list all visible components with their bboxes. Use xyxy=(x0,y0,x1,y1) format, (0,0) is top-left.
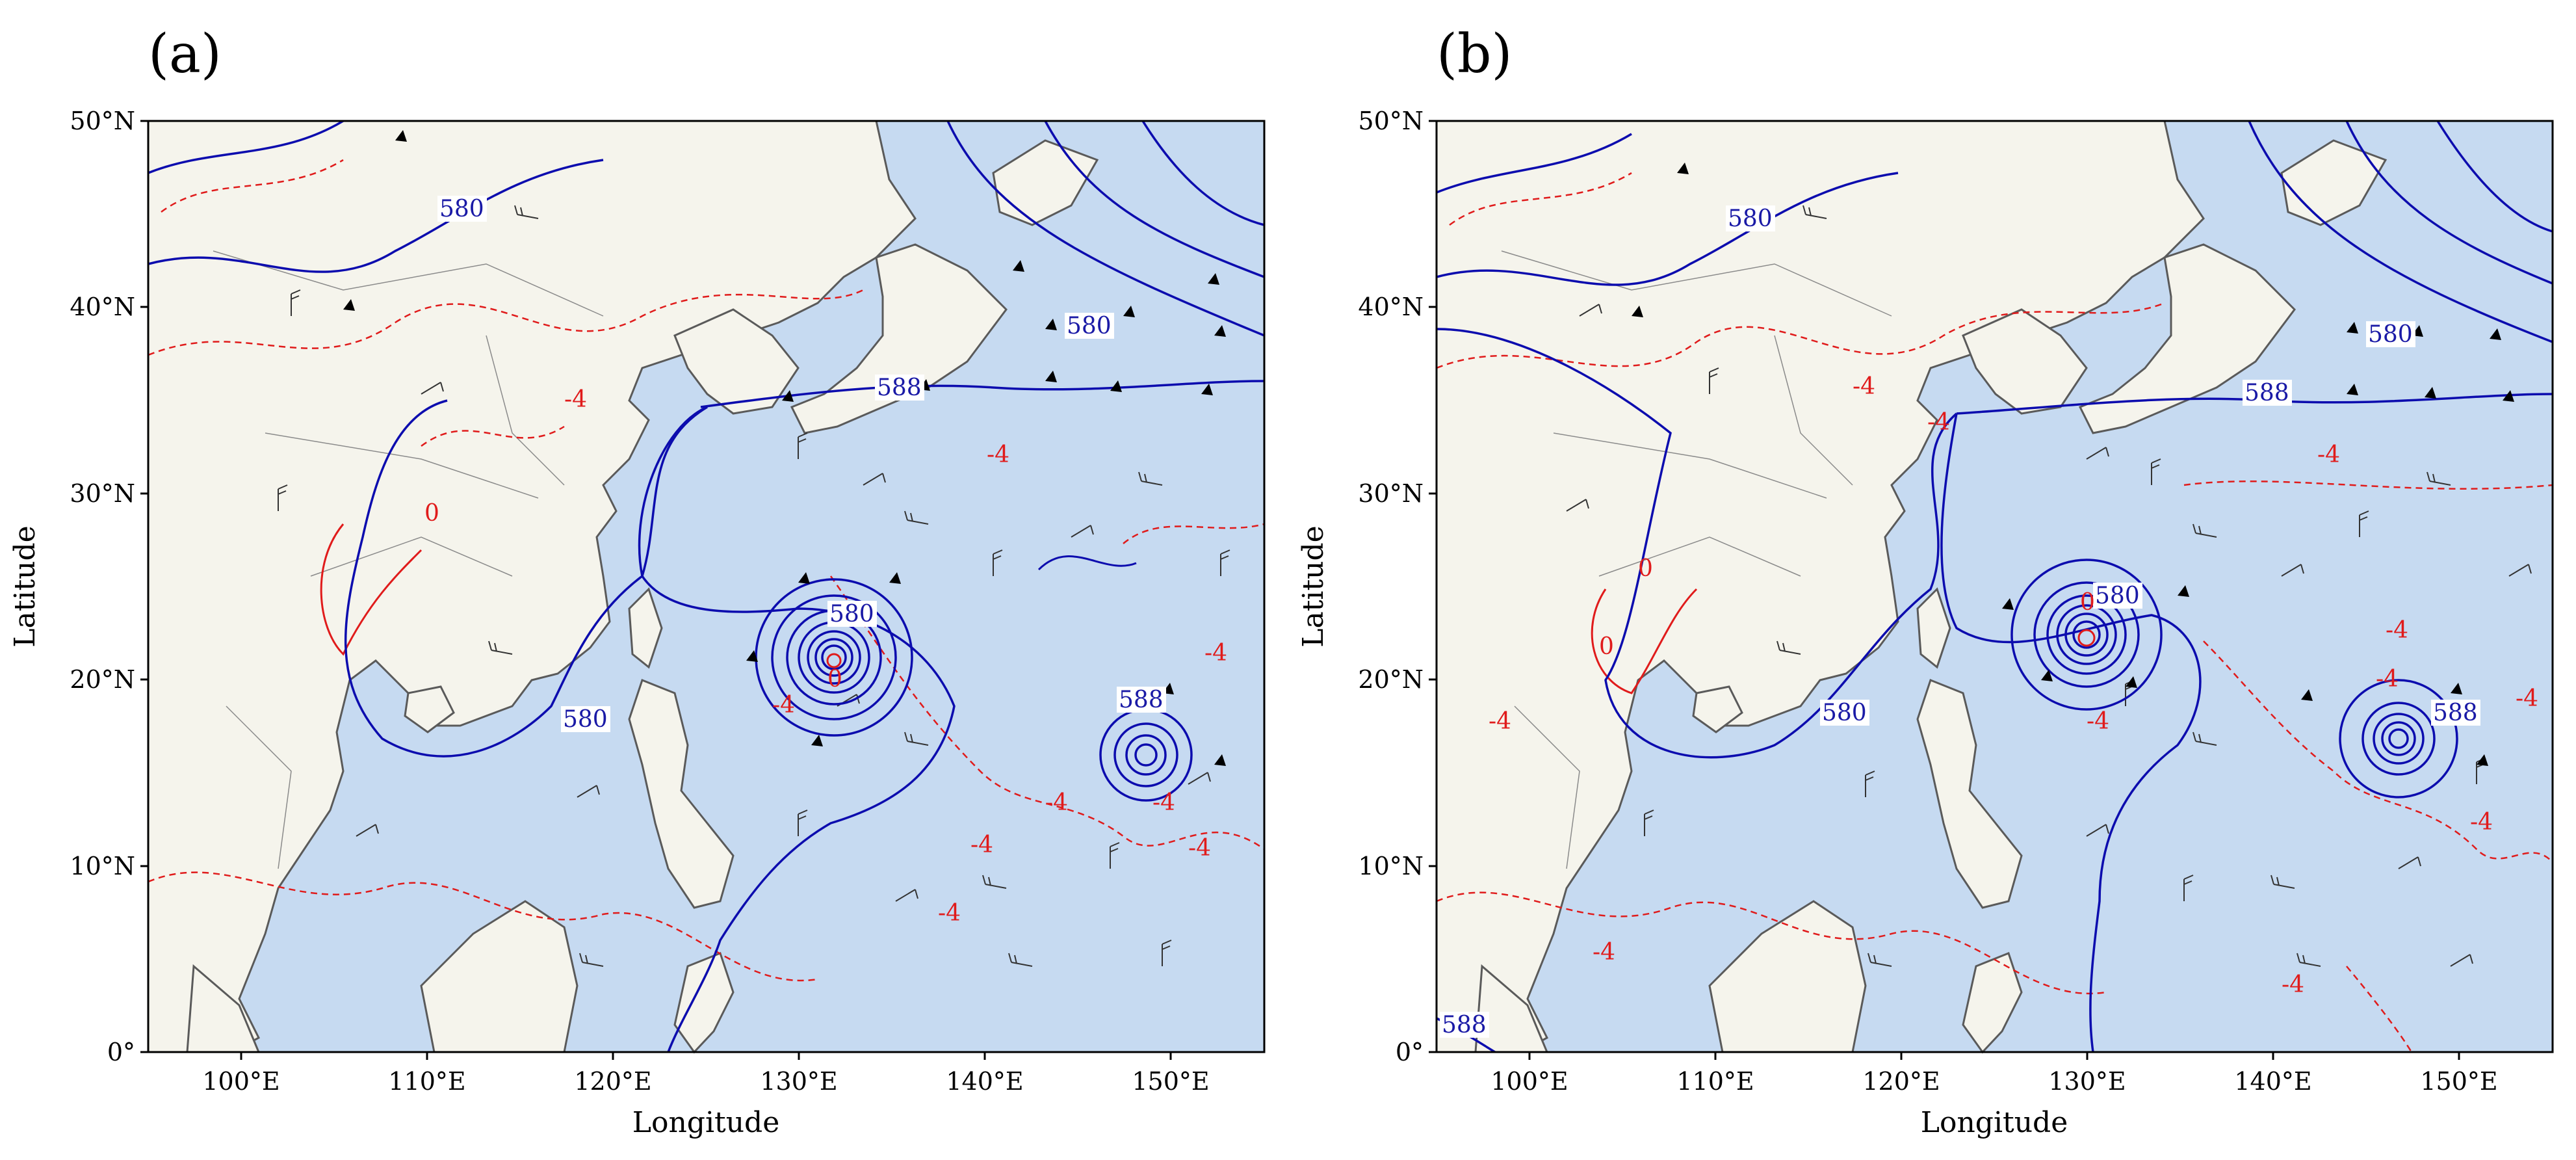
svg-text:0: 0 xyxy=(424,500,439,527)
svg-text:140°E: 140°E xyxy=(946,1067,1023,1096)
typhoon-a1 xyxy=(755,578,913,737)
svg-text:20°N: 20°N xyxy=(1358,665,1424,694)
svg-text:588: 588 xyxy=(877,375,922,401)
svg-text:-4: -4 xyxy=(772,692,795,718)
typhoon-b1 xyxy=(2010,559,2163,711)
y-tick-labels: 0° 10°N 20°N 30°N 40°N 50°N xyxy=(70,107,135,1066)
svg-text:100°E: 100°E xyxy=(1490,1067,1568,1096)
y-ticks xyxy=(140,120,148,1053)
x-tick-labels: 100°E 110°E 120°E 130°E 140°E 150°E xyxy=(1490,1067,2497,1096)
svg-text:-4: -4 xyxy=(1045,789,1068,816)
svg-text:0°: 0° xyxy=(107,1038,135,1066)
y-axis-title: Latitude xyxy=(1297,525,1330,647)
svg-text:30°N: 30°N xyxy=(1358,479,1424,508)
panel-b-label: (b) xyxy=(1437,23,1512,85)
svg-text:-4: -4 xyxy=(2317,442,2340,468)
x-axis-title: Longitude xyxy=(1921,1106,2068,1139)
svg-text:588: 588 xyxy=(2433,700,2478,726)
svg-text:10°N: 10°N xyxy=(70,852,135,880)
svg-text:588: 588 xyxy=(2244,380,2289,406)
svg-text:0: 0 xyxy=(1638,555,1653,582)
svg-text:588: 588 xyxy=(1442,1012,1487,1038)
x-ticks xyxy=(1528,1052,2460,1060)
svg-text:-4: -4 xyxy=(1188,835,1211,862)
svg-text:120°E: 120°E xyxy=(1862,1067,1940,1096)
x-tick-labels: 100°E 110°E 120°E 130°E 140°E 150°E xyxy=(202,1067,1209,1096)
svg-text:580: 580 xyxy=(2095,583,2140,609)
contour-labels: 580 580 588 580 580 588 -4 0 -4 -4 -4 -4… xyxy=(424,196,1227,927)
svg-text:-4: -4 xyxy=(938,900,961,927)
svg-text:-4: -4 xyxy=(2376,666,2399,692)
y-tick-labels: 0° 10°N 20°N 30°N 40°N 50°N xyxy=(1358,107,1424,1066)
svg-text:10°N: 10°N xyxy=(1358,852,1424,880)
svg-text:-4: -4 xyxy=(1927,409,1950,436)
svg-text:-4: -4 xyxy=(1853,373,1875,400)
height-contours xyxy=(1436,120,2553,1053)
svg-text:588: 588 xyxy=(1119,687,1164,713)
y-ticks xyxy=(1429,120,1437,1053)
svg-text:-4: -4 xyxy=(564,386,587,413)
svg-text:150°E: 150°E xyxy=(2420,1067,2497,1096)
svg-text:0: 0 xyxy=(1599,633,1614,660)
svg-text:-4: -4 xyxy=(1152,789,1175,816)
svg-text:130°E: 130°E xyxy=(2048,1067,2126,1096)
svg-text:-4: -4 xyxy=(1489,708,1511,735)
svg-text:0°: 0° xyxy=(1396,1038,1424,1066)
svg-text:50°N: 50°N xyxy=(1358,107,1424,135)
front-markers xyxy=(343,130,1226,766)
svg-text:40°N: 40°N xyxy=(1358,293,1424,321)
temperature-contours xyxy=(148,159,1265,982)
svg-text:580: 580 xyxy=(1822,700,1867,726)
panel-b-frame xyxy=(1435,120,2554,1053)
svg-text:140°E: 140°E xyxy=(2234,1067,2311,1096)
x-axis-title: Longitude xyxy=(632,1106,780,1139)
svg-text:580: 580 xyxy=(1067,313,1112,339)
svg-text:0: 0 xyxy=(827,666,842,692)
svg-text:100°E: 100°E xyxy=(202,1067,280,1096)
svg-text:-4: -4 xyxy=(1593,939,1615,966)
svg-text:110°E: 110°E xyxy=(388,1067,465,1096)
svg-text:580: 580 xyxy=(439,196,484,222)
svg-text:50°N: 50°N xyxy=(70,107,135,135)
temperature-contours xyxy=(1436,172,2553,1053)
y-axis-title: Latitude xyxy=(8,525,42,647)
svg-text:580: 580 xyxy=(829,601,874,627)
x-ticks xyxy=(240,1052,1172,1060)
svg-text:-4: -4 xyxy=(970,832,993,858)
svg-text:150°E: 150°E xyxy=(1132,1067,1209,1096)
svg-text:-4: -4 xyxy=(2516,685,2538,712)
svg-text:110°E: 110°E xyxy=(1676,1067,1754,1096)
svg-text:20°N: 20°N xyxy=(70,665,135,694)
svg-text:0: 0 xyxy=(2080,589,2095,616)
svg-text:-4: -4 xyxy=(2282,971,2304,998)
zero-contour xyxy=(1591,588,1698,694)
panel-a-frame xyxy=(147,120,1266,1053)
svg-text:30°N: 30°N xyxy=(70,479,135,508)
typhoon-b2 xyxy=(2339,679,2458,798)
svg-text:130°E: 130°E xyxy=(760,1067,837,1096)
svg-text:-4: -4 xyxy=(2470,809,2493,836)
svg-text:580: 580 xyxy=(1728,205,1773,232)
panel-b-map: 580 580 588 580 580 588 588 -4 -4 -4 0 0… xyxy=(1435,120,2553,1053)
panel-a-map: 580 580 588 580 580 588 -4 0 -4 -4 -4 -4… xyxy=(147,120,1265,1053)
svg-text:-4: -4 xyxy=(987,442,1009,468)
panel-b: (b) xyxy=(1297,23,2554,1139)
svg-text:120°E: 120°E xyxy=(574,1067,651,1096)
svg-text:580: 580 xyxy=(2368,321,2413,348)
zero-contour xyxy=(320,523,423,656)
svg-text:-4: -4 xyxy=(2087,708,2109,735)
svg-text:40°N: 40°N xyxy=(70,293,135,321)
height-contours xyxy=(148,120,1265,1053)
svg-text:-4: -4 xyxy=(2386,617,2408,644)
contour-labels: 580 580 588 580 580 588 588 -4 -4 -4 0 0… xyxy=(1440,205,2538,1038)
panel-a: (a) xyxy=(8,23,1266,1139)
panel-a-label: (a) xyxy=(148,23,222,85)
svg-text:-4: -4 xyxy=(1204,640,1227,666)
svg-text:580: 580 xyxy=(563,706,608,733)
